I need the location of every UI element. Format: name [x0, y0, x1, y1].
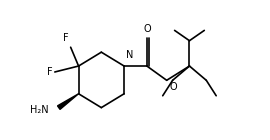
Text: N: N: [126, 50, 134, 60]
Text: O: O: [170, 82, 177, 92]
Text: H₂N: H₂N: [30, 105, 49, 115]
Text: F: F: [47, 67, 52, 77]
Text: F: F: [63, 33, 69, 43]
Text: O: O: [143, 24, 151, 34]
Polygon shape: [58, 94, 79, 109]
